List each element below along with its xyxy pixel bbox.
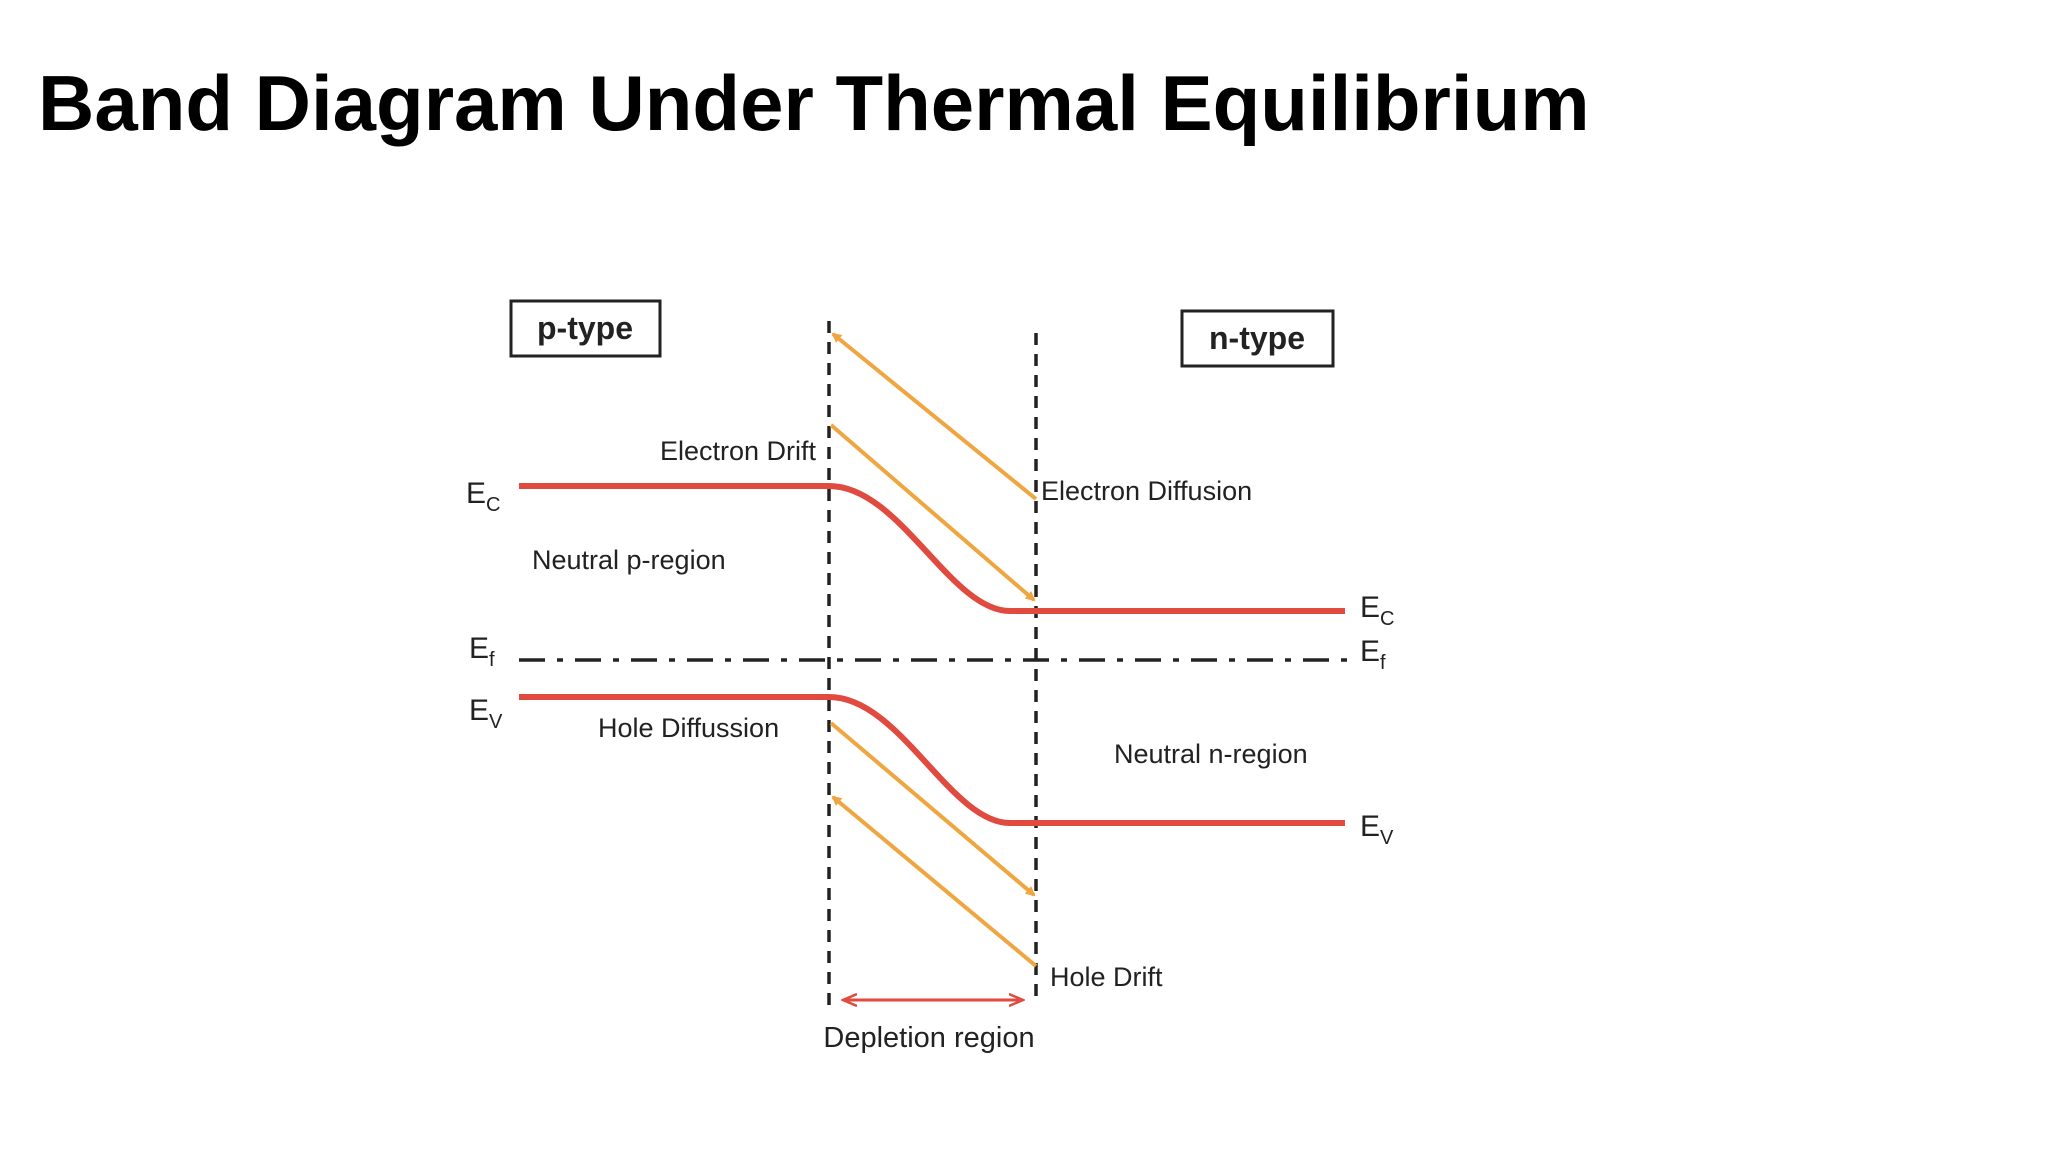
- region-box: [509, 299, 662, 358]
- slide-title: Band Diagram Under Thermal Equilibrium: [38, 59, 1590, 147]
- annotation: Electron Diffusion: [1041, 476, 1252, 506]
- annotation: Hole Diffussion: [598, 713, 779, 743]
- level-sub: V: [489, 711, 503, 733]
- arrow: [831, 795, 1038, 968]
- level-main: E: [466, 477, 486, 510]
- region-label: n-type: [1209, 320, 1305, 356]
- valence-band: [519, 694, 1345, 826]
- conduction-band: [519, 483, 1345, 614]
- annotation: Neutral p-region: [532, 545, 726, 575]
- level-label: Ef: [1360, 635, 1386, 674]
- annotation: Hole Drift: [1050, 962, 1163, 992]
- level-sub: f: [489, 649, 495, 671]
- annotation: Depletion region: [823, 1022, 1034, 1054]
- region-label: p-type: [537, 310, 633, 346]
- level-main: E: [469, 632, 489, 665]
- level-main: E: [1360, 591, 1380, 624]
- level-sub: C: [486, 494, 500, 516]
- level-main: E: [469, 694, 489, 727]
- level-label: Ef: [469, 632, 495, 671]
- arrow: [829, 721, 1036, 897]
- level-label: EV: [469, 694, 503, 733]
- annotation: Electron Drift: [660, 436, 817, 466]
- region-box: [1180, 309, 1335, 368]
- level-main: E: [1360, 635, 1380, 668]
- arrow: [831, 332, 1038, 501]
- level-label: EC: [466, 477, 500, 516]
- level-sub: f: [1380, 652, 1386, 674]
- level-label: EV: [1360, 810, 1394, 849]
- level-main: E: [1360, 810, 1380, 843]
- level-sub: C: [1380, 608, 1394, 630]
- annotation: Neutral n-region: [1114, 739, 1308, 769]
- level-label: EC: [1360, 591, 1394, 630]
- arrow: [829, 423, 1036, 602]
- level-sub: V: [1380, 827, 1394, 849]
